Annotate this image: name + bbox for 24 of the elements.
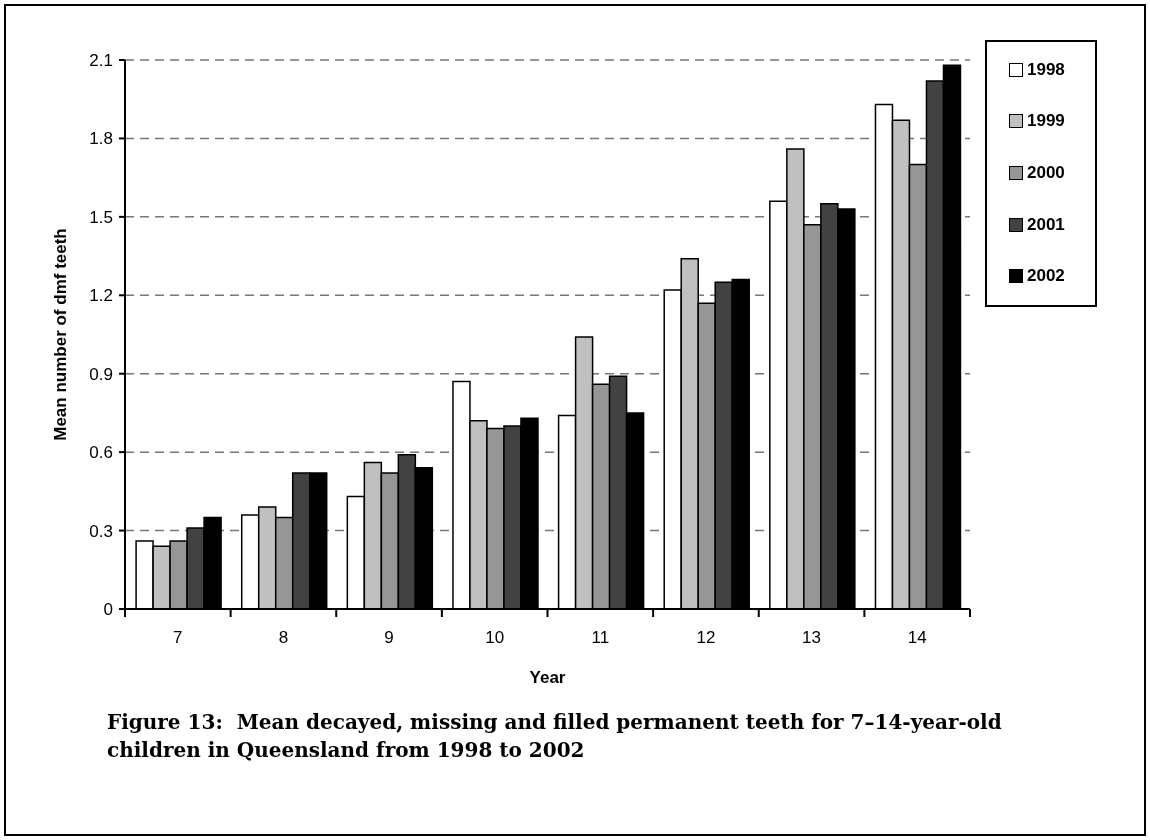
y-tick-label: 0.6 [89, 443, 113, 463]
x-tick-label: 12 [696, 628, 716, 647]
y-tick-label: 0.3 [89, 521, 113, 541]
x-tick-label: 11 [591, 628, 610, 647]
legend-label: 2002 [1027, 266, 1065, 287]
y-tick-label: 0.9 [89, 364, 113, 384]
x-tick-label: 14 [907, 628, 927, 647]
y-tick-label: 1.8 [89, 129, 113, 149]
text: Figure 13: Mean decayed, missing and filled permanent teeth for 7–14-year-old children in Queensland from 1998 to 2002 [107, 709, 1003, 764]
legend-label: 1998 [1027, 59, 1065, 80]
x-tick-label: 8 [278, 628, 289, 647]
y-tick-label: 2.1 [89, 51, 113, 71]
y-tick-label: 0 [103, 600, 113, 620]
y-axis-title: Mean number of dmf teeth [50, 228, 70, 441]
legend-label: 2001 [1027, 214, 1065, 235]
y-tick-label: 1.5 [89, 207, 113, 227]
x-tick-label: 7 [173, 628, 183, 647]
y-tick-label: 1.2 [89, 286, 113, 306]
x-tick-label: 13 [802, 628, 822, 647]
x-tick-label: 9 [384, 628, 394, 647]
x-axis-title: Year [529, 668, 566, 687]
legend-label: 1999 [1027, 111, 1065, 132]
x-tick-label: 10 [485, 628, 505, 647]
legend-label: 2000 [1027, 162, 1065, 183]
